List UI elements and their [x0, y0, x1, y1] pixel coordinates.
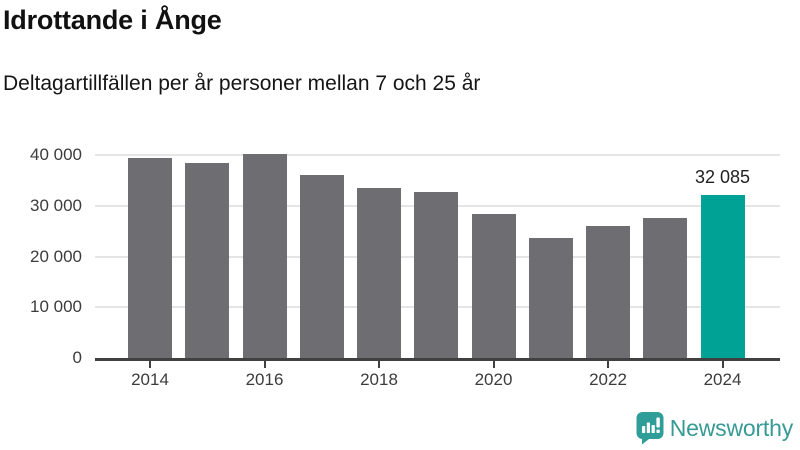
y-axis-label: 20 000 — [30, 246, 82, 266]
bar-highlighted — [700, 195, 745, 358]
bar — [471, 213, 516, 358]
brand-name: Newsworthy — [669, 414, 793, 441]
bar — [128, 157, 172, 358]
x-axis-tick — [149, 361, 151, 368]
bar-chart: 0 10 000 20 000 30 000 40 000 2014 2016 2018 202… — [0, 130, 800, 400]
bar — [242, 154, 287, 358]
brand-footer: Newsworthy — [635, 410, 793, 446]
bar — [299, 174, 344, 358]
y-axis-label: 30 000 — [30, 195, 82, 215]
y-axis-label: 0 — [72, 348, 82, 367]
x-axis-line — [95, 358, 780, 361]
x-axis-tick — [263, 361, 266, 368]
x-axis-tick — [492, 361, 495, 368]
bar — [357, 187, 401, 358]
bar-value-label: 32 085 — [694, 167, 751, 188]
bar — [414, 191, 459, 358]
gridline — [95, 154, 780, 156]
y-axis-label: 10 000 — [30, 297, 82, 317]
bar — [643, 217, 688, 358]
chart-subtitle: Deltagartillfällen per år personer mella… — [3, 72, 481, 95]
x-axis-tick — [721, 361, 724, 368]
x-axis-label: 2014 — [131, 370, 169, 389]
bar — [185, 163, 230, 358]
x-axis-tick — [378, 361, 380, 368]
y-axis-label: 40 000 — [30, 145, 82, 164]
x-axis-tick — [607, 361, 609, 368]
chart-title: Idrottande i Ånge — [3, 5, 222, 35]
bar — [586, 226, 630, 358]
x-axis-label: 2020 — [474, 370, 513, 389]
x-axis-label: 2024 — [703, 370, 742, 389]
x-axis-label: 2018 — [360, 370, 398, 389]
newsworthy-logo-icon — [635, 411, 664, 445]
x-axis-label: 2022 — [589, 370, 627, 389]
bar — [528, 237, 573, 358]
x-axis-label: 2016 — [245, 370, 284, 389]
